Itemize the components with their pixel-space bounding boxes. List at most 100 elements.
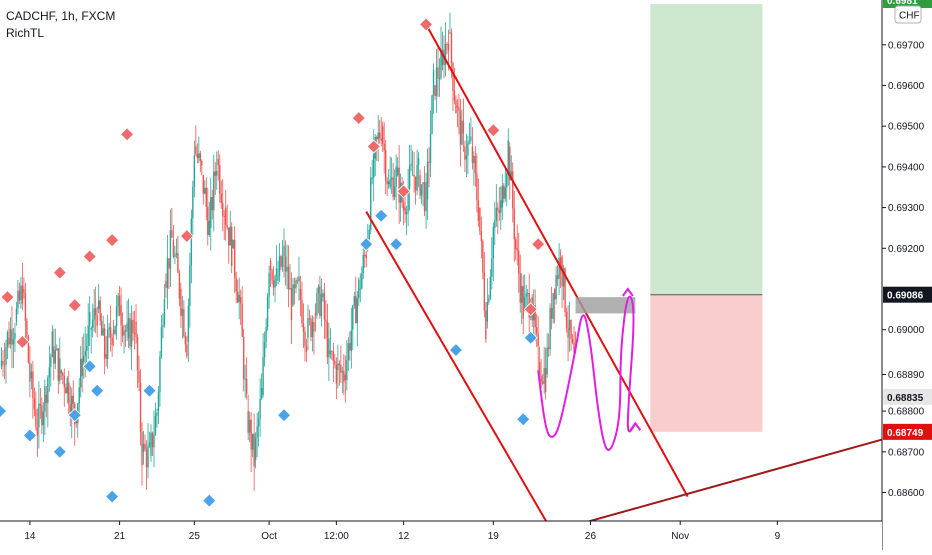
candle-body	[296, 280, 299, 282]
candle-body	[8, 337, 10, 345]
candle-body	[501, 185, 503, 208]
candle-body	[11, 329, 13, 345]
swing-high-marker	[531, 237, 546, 252]
candle-body	[145, 449, 148, 468]
candle-body	[450, 32, 453, 64]
currency-badge[interactable]	[894, 5, 922, 24]
candle-body	[515, 239, 517, 249]
candle-body	[202, 175, 205, 194]
candle-body	[0, 360, 3, 367]
candle-body	[387, 181, 390, 185]
candle-body	[332, 351, 335, 361]
candle-body	[380, 138, 382, 141]
candle-body	[347, 343, 350, 361]
candle-body	[178, 272, 181, 299]
candle-body	[33, 398, 36, 410]
candle-body	[231, 226, 233, 266]
stop-zone[interactable]	[650, 294, 763, 432]
channel-upper-line[interactable]	[425, 23, 689, 498]
candle-body	[199, 153, 202, 161]
candle-body	[456, 105, 459, 108]
swing-low-marker	[142, 383, 157, 398]
candle-body	[429, 133, 432, 163]
candle-body	[441, 49, 444, 66]
candle-body	[547, 347, 550, 350]
candle-body	[23, 288, 25, 293]
price-tick-label: 0.68800	[888, 407, 925, 418]
candle-body	[329, 350, 332, 355]
candle-body	[432, 69, 435, 96]
candle-body	[111, 337, 113, 345]
candle-body	[353, 296, 355, 306]
candle-body	[44, 386, 46, 412]
swing-low-marker	[82, 359, 97, 374]
candle-body	[154, 415, 157, 435]
swing-high-marker	[351, 110, 366, 126]
candle-body	[564, 268, 566, 312]
candle-body	[183, 308, 185, 336]
candle-body	[6, 332, 9, 347]
projection-path[interactable]	[537, 295, 637, 451]
swing-high-marker	[82, 249, 97, 264]
price-label-green: 0.6981	[887, 0, 918, 7]
candle-body	[93, 308, 95, 320]
candle-body	[395, 166, 397, 187]
candle-body	[512, 171, 514, 209]
target-zone[interactable]	[650, 4, 763, 295]
swing-high-marker	[67, 298, 82, 313]
candle-body	[132, 319, 134, 334]
swing-low-marker	[359, 237, 374, 252]
candle-body	[63, 375, 65, 388]
candle-body	[278, 256, 281, 276]
candle-body	[45, 394, 48, 404]
candle-body	[459, 110, 462, 145]
candle-body	[549, 307, 551, 350]
candle-body	[18, 290, 21, 301]
candle-body	[320, 294, 323, 317]
candle-body	[477, 200, 480, 222]
price-tick-label: 0.68600	[888, 488, 925, 499]
candle-body	[513, 208, 515, 240]
candle-body	[316, 293, 318, 316]
candle-body	[117, 295, 119, 307]
candle-body	[444, 43, 447, 66]
candle-body	[105, 354, 107, 360]
candle-body	[562, 268, 565, 287]
candle-body	[473, 156, 475, 164]
candle-body	[72, 395, 74, 404]
candle-body	[568, 319, 571, 330]
projection-arrowhead	[629, 421, 642, 431]
price-label-dark: 0.69086	[887, 291, 924, 302]
candle-body	[307, 318, 309, 338]
candle-body	[373, 140, 375, 178]
price-label-bg	[883, 388, 932, 405]
candle-body	[159, 356, 161, 393]
supply-zone-box[interactable]	[575, 297, 636, 314]
candle-body	[349, 343, 351, 351]
support-trendline[interactable]	[575, 438, 883, 527]
candle-body	[308, 318, 311, 320]
price-label-bg	[883, 286, 932, 303]
time-tick-label: Oct	[261, 531, 277, 542]
candle-body	[271, 270, 273, 281]
candle-body	[553, 288, 556, 300]
candle-body	[516, 248, 518, 251]
candle-body	[537, 333, 539, 347]
candle-body	[141, 431, 143, 466]
price-label-red: 0.68749	[887, 428, 924, 439]
swing-high-marker	[418, 17, 434, 32]
candle-body	[177, 253, 179, 273]
candle-body	[377, 132, 379, 140]
time-tick-label: 12:00	[324, 531, 349, 542]
candle-body	[120, 305, 122, 326]
candle-body	[468, 140, 471, 142]
channel-lower-line[interactable]	[365, 211, 554, 534]
candle-body	[75, 419, 77, 424]
candle-body	[244, 378, 246, 380]
candle-body	[555, 275, 557, 300]
price-label-light: 0.68835	[887, 393, 924, 404]
candle-body	[47, 377, 49, 404]
candle-body	[550, 307, 553, 319]
